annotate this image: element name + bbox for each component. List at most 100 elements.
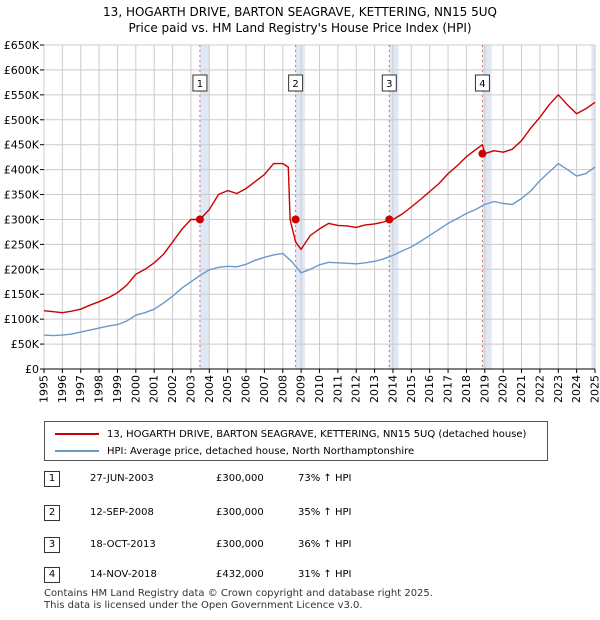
transaction-date: 18-OCT-2013: [90, 539, 156, 550]
table-row: 3 18-OCT-2013 £300,000 36% ↑ HPI: [44, 537, 464, 557]
transaction-price: £300,000: [216, 539, 264, 550]
transaction-number: 2: [44, 505, 60, 521]
legend-swatch-hpi: [55, 450, 99, 452]
x-tick-label: 2018: [460, 375, 473, 403]
y-tick-label: £500K: [4, 114, 40, 127]
x-tick-label: 2013: [368, 375, 381, 403]
x-tick-label: 2022: [533, 375, 546, 403]
series: [43, 94, 596, 337]
transaction-number: 1: [44, 471, 60, 487]
shaded-range: [482, 45, 492, 369]
x-tick-label: 2010: [313, 375, 326, 403]
transaction-label: 3: [386, 79, 392, 90]
x-tick-label: 2016: [423, 375, 436, 403]
transaction-price: £300,000: [216, 507, 264, 518]
legend-item-hpi: HPI: Average price, detached house, Nort…: [55, 443, 414, 459]
x-tick-label: 2014: [386, 375, 399, 403]
table-row: 1 27-JUN-2003 £300,000 73% ↑ HPI: [44, 471, 464, 491]
transaction-point: [195, 215, 204, 224]
shaded-range: [199, 45, 210, 369]
x-tick-label: 2003: [184, 375, 197, 403]
x-tick-label: 2000: [129, 375, 142, 403]
transaction-label: 1: [197, 79, 203, 90]
footer-licence: This data is licensed under the Open Gov…: [44, 600, 363, 611]
legend-label-hpi: HPI: Average price, detached house, Nort…: [107, 445, 415, 457]
transaction-point: [478, 149, 487, 158]
transaction-hpi: 35% ↑ HPI: [298, 507, 352, 518]
x-tick-label: 1996: [56, 375, 69, 403]
y-tick-label: £0: [25, 363, 39, 376]
transaction-label: 4: [479, 79, 485, 90]
chart-title: 13, HOGARTH DRIVE, BARTON SEAGRAVE, KETT…: [103, 5, 497, 19]
transaction-price: £300,000: [216, 473, 264, 484]
x-tick-label: 2019: [478, 375, 491, 403]
shaded-range: [295, 45, 305, 369]
shaded-range: [389, 45, 399, 369]
transaction-date: 14-NOV-2018: [90, 569, 157, 580]
legend-label-property: 13, HOGARTH DRIVE, BARTON SEAGRAVE, KETT…: [107, 428, 527, 440]
x-tick-label: 2017: [442, 375, 455, 403]
footer: Contains HM Land Registry data © Crown c…: [44, 588, 433, 612]
y-tick-label: £250K: [4, 238, 40, 251]
transaction-number: 3: [44, 537, 60, 553]
transaction-hpi: 73% ↑ HPI: [298, 473, 352, 484]
transaction-point: [291, 215, 300, 224]
x-tick-label: 2005: [221, 375, 234, 403]
y-tick-label: £100K: [4, 313, 40, 326]
x-tick-label: 2015: [405, 375, 418, 403]
axes: £0 £50K £100K £150K £200K £250K £300K £350K £400…: [4, 39, 600, 403]
transaction-lines: 1 2 3 4: [192, 45, 490, 369]
x-tick-label: 2012: [350, 375, 363, 403]
x-tick-label: 2008: [276, 375, 289, 403]
x-tick-label: 1999: [111, 375, 124, 403]
y-tick-label: £400K: [4, 164, 40, 177]
y-tick-label: £200K: [4, 263, 40, 276]
x-tick-label: 2024: [570, 375, 583, 403]
y-tick-label: £600K: [4, 64, 40, 77]
x-tick-label: 2009: [295, 375, 308, 403]
transaction-hpi: 31% ↑ HPI: [298, 569, 352, 580]
price-chart: 13, HOGARTH DRIVE, BARTON SEAGRAVE, KETT…: [4, 5, 600, 403]
x-tick-label: 2020: [497, 375, 510, 403]
x-tick-label: 2004: [203, 375, 216, 403]
transaction-point: [385, 215, 394, 224]
transaction-date: 12-SEP-2008: [90, 507, 154, 518]
y-tick-label: £50K: [11, 338, 40, 351]
chart-subtitle: Price paid vs. HM Land Registry's House …: [128, 21, 471, 35]
shaded-range: [591, 45, 595, 369]
table-row: 4 14-NOV-2018 £432,000 31% ↑ HPI: [44, 567, 464, 587]
x-tick-label: 2002: [166, 375, 179, 403]
y-tick-label: £650K: [4, 39, 40, 52]
x-tick-label: 2007: [258, 375, 271, 403]
transaction-label-box: [192, 74, 208, 92]
x-tick-label: 1998: [93, 375, 106, 403]
table-row: 2 12-SEP-2008 £300,000 35% ↑ HPI: [44, 505, 464, 525]
y-tick-label: £150K: [4, 288, 40, 301]
x-tick-label: 2011: [331, 375, 344, 403]
legend-swatch-property: [55, 433, 99, 435]
x-tick-label: 2001: [148, 375, 161, 403]
transaction-label-box: [381, 74, 397, 92]
transaction-label: 2: [292, 79, 298, 90]
transaction-hpi: 36% ↑ HPI: [298, 539, 352, 550]
series-line-hpi: [43, 162, 596, 337]
legend: 13, HOGARTH DRIVE, BARTON SEAGRAVE, KETT…: [44, 421, 548, 461]
x-tick-label: 1995: [38, 375, 51, 403]
x-tick-label: 2025: [589, 375, 600, 403]
y-tick-label: £350K: [4, 189, 40, 202]
transaction-number: 4: [44, 567, 60, 583]
x-tick-label: 2006: [240, 375, 253, 403]
transaction-date: 27-JUN-2003: [90, 473, 154, 484]
x-tick-label: 2021: [515, 375, 528, 403]
transaction-price: £432,000: [216, 569, 264, 580]
series-line-property: [43, 94, 596, 314]
x-tick-label: 2023: [552, 375, 565, 403]
transaction-markers: [195, 149, 487, 224]
transaction-label-box: [288, 74, 304, 92]
y-tick-label: £550K: [4, 89, 40, 102]
x-tick-label: 1997: [74, 375, 87, 403]
y-tick-label: £450K: [4, 139, 40, 152]
legend-item-property: 13, HOGARTH DRIVE, BARTON SEAGRAVE, KETT…: [55, 426, 526, 442]
footer-copyright: Contains HM Land Registry data © Crown c…: [44, 588, 433, 599]
y-tick-label: £300K: [4, 213, 40, 226]
